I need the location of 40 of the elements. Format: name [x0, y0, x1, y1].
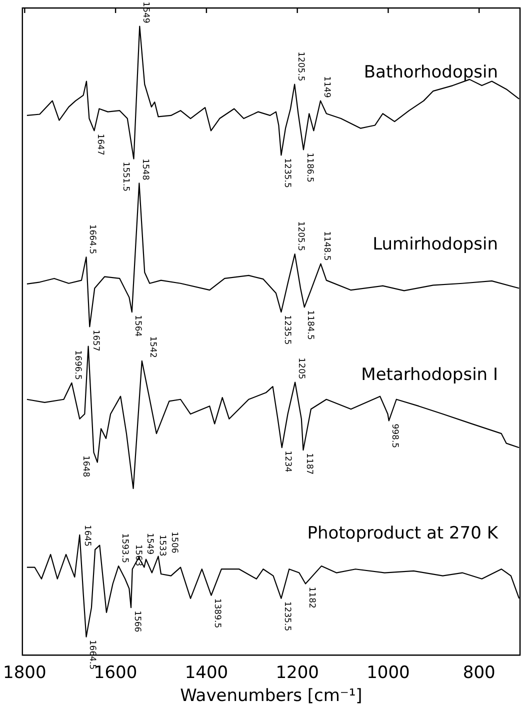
annotation: 1549	[144, 532, 155, 555]
series-label: Lumirhodopsin	[372, 234, 498, 254]
annotation: 1548	[140, 158, 150, 180]
annotation: 1506	[169, 532, 180, 554]
annotation: 1149	[321, 76, 332, 98]
x-tick-label: 1800	[3, 662, 46, 683]
annotation: 1645	[82, 524, 92, 547]
annotation: 1389.5	[212, 598, 222, 628]
x-tick-label: 1400	[184, 662, 228, 683]
annotation: 1657	[90, 330, 100, 352]
x-axis-title: Wavenumbers [cm⁻¹]	[180, 686, 362, 706]
series-label: Photoproduct at 270 K	[307, 524, 499, 544]
annotation: 1542	[148, 336, 158, 358]
series-label: Bathorhodopsin	[364, 62, 498, 83]
annotation: 998.5	[390, 424, 400, 448]
annotation: 1696.5	[72, 350, 82, 380]
series-label: Metarhodopsin I	[361, 364, 498, 385]
annotation: 1533	[156, 534, 167, 556]
annotation: 1593.5	[119, 533, 130, 564]
x-tick-label: 1200	[276, 662, 319, 683]
annotation: 1184.5	[305, 310, 316, 340]
annotation: 1564	[132, 315, 143, 337]
annotation: 1235.5	[282, 601, 292, 632]
annotation: 1234	[282, 450, 293, 472]
x-tick-label: 800	[462, 662, 496, 683]
annotation: 1186.5	[304, 152, 314, 182]
annotation: 1647	[94, 134, 105, 156]
annotation: 1205.5	[295, 52, 306, 82]
x-tick-label: 1000	[366, 662, 410, 683]
annotation: 1148.5	[322, 231, 332, 261]
annotation: 1551.5	[120, 162, 131, 192]
annotation: 1205	[296, 358, 306, 380]
annotation: 1205.5	[296, 221, 306, 252]
annotation: 1648	[80, 455, 91, 478]
annotation: 1235.5	[282, 158, 292, 188]
annotation: 1664.5	[87, 224, 98, 254]
annotation: 1187	[304, 453, 314, 475]
annotation: 1566	[132, 610, 142, 632]
annotation: 1182	[306, 586, 316, 608]
annotation: 1235.5	[282, 315, 292, 345]
